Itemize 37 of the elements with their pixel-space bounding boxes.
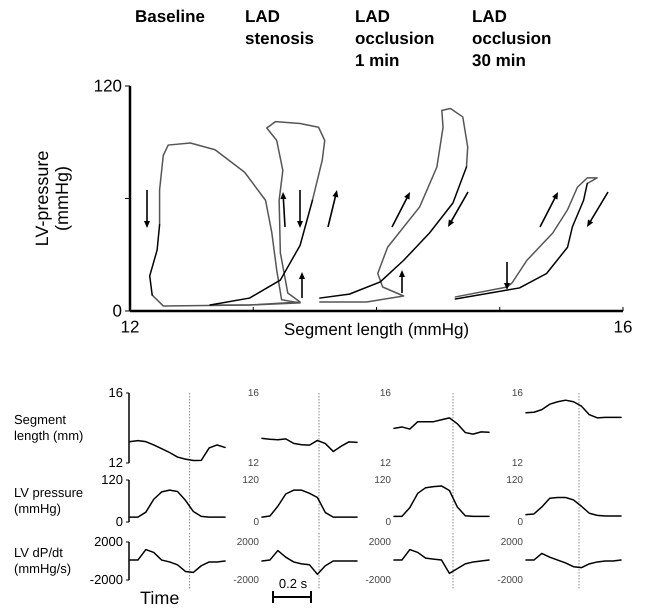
text: LAD stenosis xyxy=(245,7,314,48)
text: LAD occlusion 30 min xyxy=(472,7,552,70)
y-tick-label: -2000 xyxy=(497,575,524,586)
y-axis-title: LV-pressure (mmHg) xyxy=(32,150,72,246)
y-tick-label: 2000 xyxy=(94,534,123,550)
y-tick-label: 12 xyxy=(108,455,123,470)
y-tick-label: 120 xyxy=(101,472,123,488)
y-tick-label: 0 xyxy=(112,301,122,320)
annotation: 0.2 s xyxy=(278,576,308,591)
y-tick-label: 12 xyxy=(380,458,392,470)
y-tick-label: 0 xyxy=(517,517,524,528)
y-tick-label: 0 xyxy=(116,514,123,530)
y-tick-label: 2000 xyxy=(368,537,392,548)
y-tick-label: 12 xyxy=(248,458,260,470)
y-tick-label: -2000 xyxy=(233,575,260,586)
y-tick-label: 2000 xyxy=(236,537,260,548)
y-tick-label: 120 xyxy=(374,475,392,486)
y-tick-label: -2000 xyxy=(365,575,392,586)
text: LAD occlusion 1 min xyxy=(355,7,434,70)
y-tick-label: 0 xyxy=(253,517,260,528)
text: Baseline xyxy=(135,7,205,26)
y-tick-label: 16 xyxy=(248,388,260,400)
y-axis-title: LV dP/dt (mmHg/s) xyxy=(14,545,72,576)
y-tick-label: 120 xyxy=(242,475,260,486)
y-tick-label: 16 xyxy=(380,388,392,400)
y-tick-label: 16 xyxy=(108,385,123,400)
y-tick-label: 120 xyxy=(94,76,122,96)
y-axis-title: Segment length (mm) xyxy=(14,412,84,443)
y-tick-label: 120 xyxy=(506,475,524,486)
y-axis-title: LV pressure (mmHg) xyxy=(14,485,84,516)
y-tick-label: -2000 xyxy=(90,572,123,588)
y-tick-label: 0 xyxy=(385,517,392,528)
y-tick-label: 2000 xyxy=(500,537,524,548)
x-axis-title: Segment length (mmHg) xyxy=(284,320,470,339)
x-axis-title: Time xyxy=(140,588,180,608)
y-tick-label: 16 xyxy=(512,388,524,400)
y-tick-label: 12 xyxy=(512,458,524,470)
